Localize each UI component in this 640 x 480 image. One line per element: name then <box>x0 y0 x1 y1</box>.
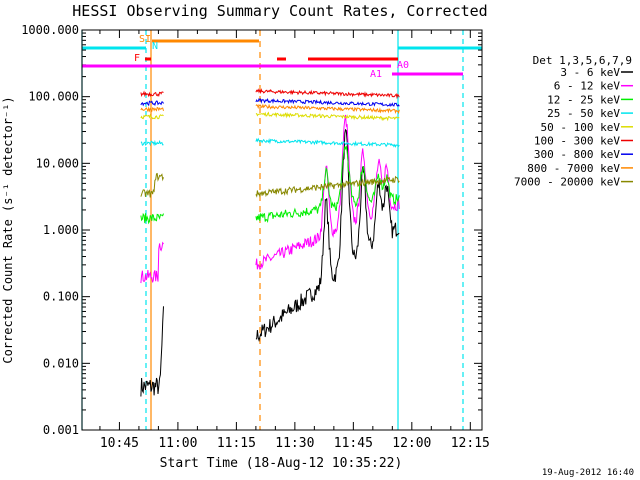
flag-label-a0: A0 <box>397 60 409 71</box>
series-line-8-segment-1 <box>140 172 164 198</box>
flag-label-f: F <box>134 53 140 64</box>
series-line-8-segment-2 <box>255 175 400 198</box>
y-axis-label: Corrected Count Rate (s⁻¹ detector⁻¹) <box>1 96 15 363</box>
x-tick-label: 11:15 <box>217 436 256 451</box>
y-tick-label: 1.000 <box>43 223 79 237</box>
legend-entry-label: 12 - 25 keV <box>547 93 620 106</box>
series-line-3-segment-2 <box>255 137 400 148</box>
x-tick-label: 10:45 <box>100 436 139 451</box>
y-tick-label: 0.001 <box>43 423 79 437</box>
series-line-3-segment-1 <box>140 139 164 147</box>
series-line-7-segment-1 <box>140 106 164 113</box>
x-tick-label: 11:30 <box>275 436 314 451</box>
timestamp-annotation: 19-Aug-2012 16:40 <box>542 468 634 478</box>
plot-frame <box>81 29 483 431</box>
plot-marks: 1000.000 100.000 10.000 1.000 0.100 0.010 0.00… <box>21 23 490 451</box>
legend-entry-label: 6 - 12 keV <box>554 80 621 93</box>
flag-label-n: N <box>152 41 158 52</box>
y-tick-label: 100.000 <box>28 90 79 104</box>
series-line-6-segment-1 <box>140 100 164 107</box>
series-line-5-segment-1 <box>140 90 164 98</box>
flag-label-si: SI <box>139 34 151 45</box>
y-tick-label: 0.100 <box>43 290 79 304</box>
series-line-2-segment-2 <box>255 145 400 224</box>
series-line-7-segment-2 <box>255 103 400 114</box>
legend-title: Det 1,3,5,6,7,9 <box>533 54 632 67</box>
flag-label-a1: A1 <box>370 69 382 80</box>
y-tick-label: 0.010 <box>43 356 79 370</box>
legend-entry-label: 50 - 100 keV <box>541 121 621 134</box>
legend-entry-label: 800 - 7000 keV <box>527 162 620 175</box>
legend-entry-label: 100 - 300 keV <box>534 135 620 148</box>
series-line-1-segment-1 <box>140 241 164 284</box>
legend-entry-label: 300 - 800 keV <box>534 148 620 161</box>
series-line-0-segment-1 <box>140 306 164 397</box>
x-tick-label: 11:45 <box>334 436 373 451</box>
series-line-4-segment-2 <box>255 111 400 122</box>
chart-title: HESSI Observing Summary Count Rates, Cor… <box>72 2 487 20</box>
y-tick-label: 1000.000 <box>21 23 79 37</box>
series-line-5-segment-2 <box>255 88 400 100</box>
series-line-0-segment-2 <box>255 128 400 342</box>
x-tick-label: 12:15 <box>451 436 490 451</box>
x-tick-label: 11:00 <box>158 436 197 451</box>
legend-entry-label: 7000 - 20000 keV <box>514 176 620 189</box>
x-tick-label: 12:00 <box>392 436 431 451</box>
legend-entry-label: 25 - 50 keV <box>547 107 620 120</box>
x-axis-label: Start Time (18-Aug-12 10:35:22) <box>160 456 403 471</box>
y-tick-label: 10.000 <box>36 156 79 170</box>
series-line-2-segment-1 <box>140 212 164 225</box>
series-line-4-segment-1 <box>140 113 164 120</box>
series-line-6-segment-2 <box>255 97 400 107</box>
legend-entry-label: 3 - 6 keV <box>560 66 620 79</box>
